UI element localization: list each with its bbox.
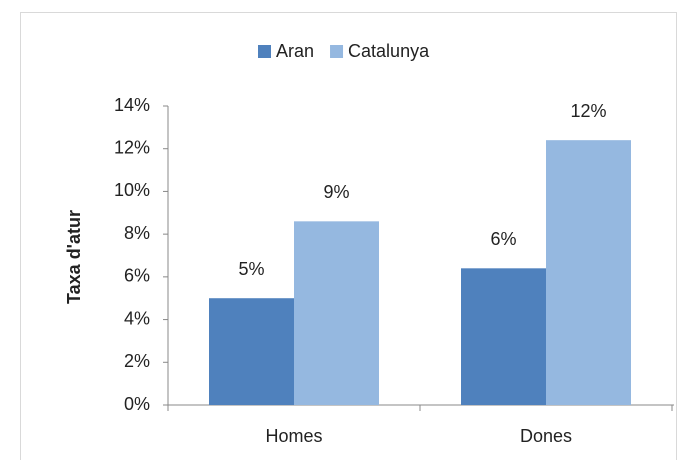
y-tick-label: 6% (124, 266, 150, 286)
data-label: 9% (323, 182, 349, 202)
x-tick-label: Dones (520, 426, 572, 446)
bar (209, 298, 294, 405)
legend-swatch (330, 45, 344, 58)
data-label: 5% (238, 259, 264, 279)
y-tick-label: 10% (114, 180, 150, 200)
y-tick-label: 2% (124, 351, 150, 371)
y-tick-label: 0% (124, 394, 150, 414)
legend-label: Catalunya (348, 41, 430, 61)
x-tick-label: Homes (265, 426, 322, 446)
bar (294, 221, 379, 405)
legend-swatch (258, 45, 271, 58)
y-tick-label: 12% (114, 137, 150, 157)
y-tick-label: 14% (114, 95, 150, 115)
y-tick-label: 8% (124, 223, 150, 243)
bar (546, 140, 631, 405)
legend-label: Aran (276, 41, 314, 61)
data-label: 12% (570, 101, 606, 121)
bar (461, 268, 546, 405)
y-axis-label: Taxa d'atur (64, 210, 84, 304)
data-label: 6% (490, 229, 516, 249)
y-tick-label: 4% (124, 308, 150, 328)
